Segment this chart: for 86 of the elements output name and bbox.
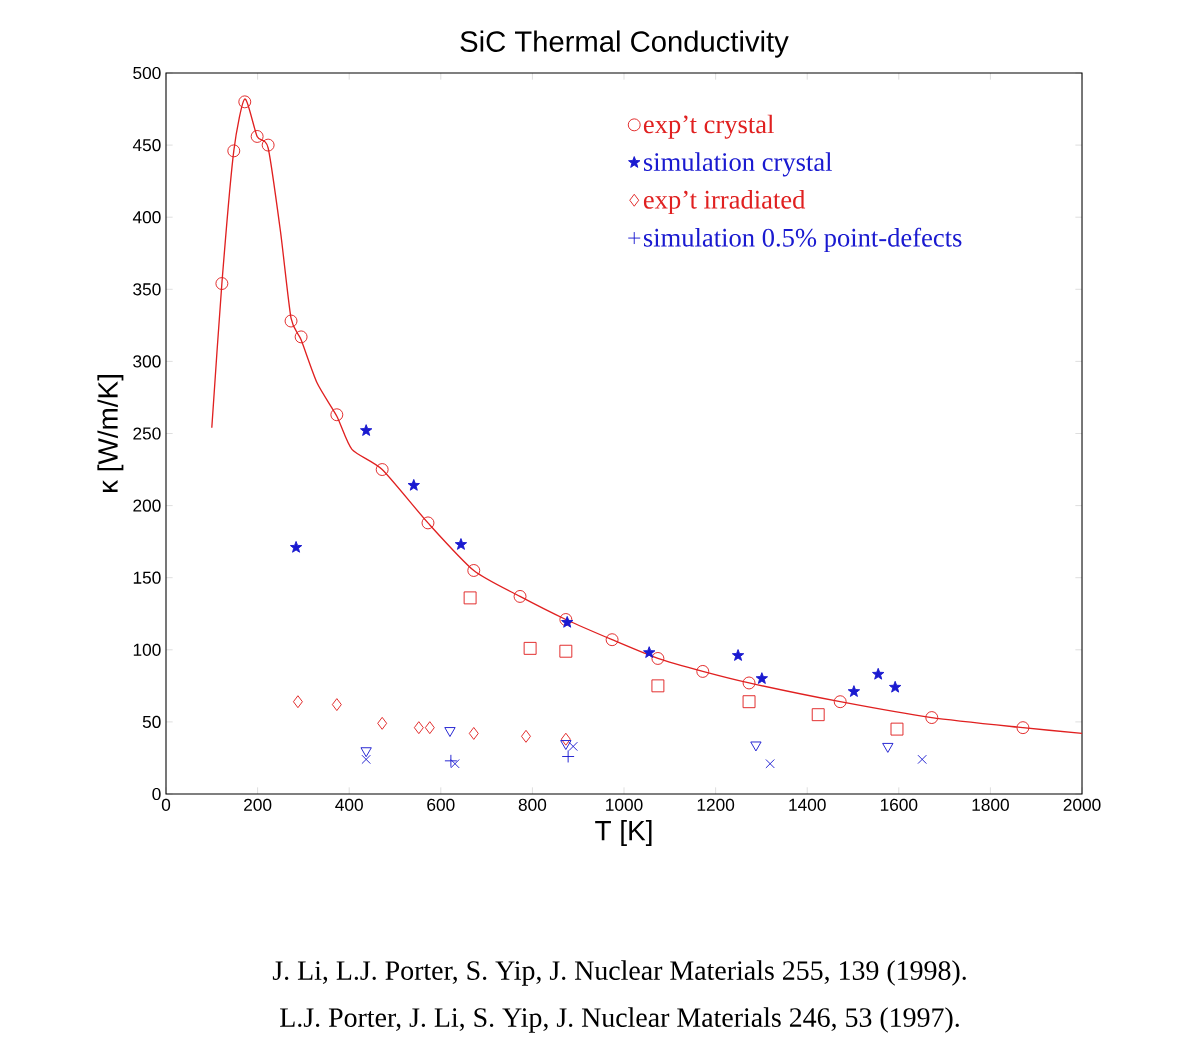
- point: [811, 708, 825, 722]
- point: [651, 679, 665, 693]
- point: [560, 732, 571, 746]
- point: [294, 330, 308, 344]
- x-tick-label: 1800: [972, 798, 1009, 811]
- y-tick-label: 50: [142, 715, 161, 729]
- point: [523, 641, 537, 655]
- x-tick-label: 1200: [697, 798, 735, 811]
- point: [359, 424, 373, 436]
- point: [833, 695, 847, 709]
- point: [521, 729, 531, 743]
- legend-label: simulation 0.5% point-defects: [643, 227, 962, 253]
- y-tick-label: 350: [133, 283, 161, 296]
- point: [643, 646, 656, 658]
- x-tick-label: 600: [427, 798, 455, 811]
- point: [696, 664, 710, 678]
- chart-title: SiC Thermal Conductivity: [460, 30, 789, 58]
- point: [568, 741, 578, 752]
- point: [375, 463, 389, 476]
- point: [284, 314, 298, 328]
- point: [742, 676, 756, 690]
- x-axis-title: T [K]: [595, 820, 652, 847]
- point: [463, 591, 477, 605]
- y-tick-label: 400: [132, 211, 161, 224]
- point: [238, 95, 252, 109]
- y-tick-label: 250: [133, 427, 161, 440]
- x-tick-label: 1400: [789, 798, 826, 811]
- y-tick-label: 150: [133, 571, 161, 584]
- point: [361, 754, 371, 765]
- y-tick-label: 100: [133, 643, 161, 656]
- point: [444, 754, 458, 768]
- point: [444, 727, 456, 737]
- y-tick-label: 450: [132, 138, 161, 152]
- point: [467, 564, 481, 577]
- point: [468, 726, 479, 740]
- point: [890, 722, 904, 736]
- point: [360, 747, 372, 758]
- point: [261, 138, 275, 152]
- y-axis-title: κ [W/m/K]: [97, 375, 124, 493]
- legend-label: simulation crystal: [643, 152, 832, 177]
- point: [755, 672, 769, 684]
- x-tick-label: 1000: [606, 798, 643, 811]
- point: [917, 754, 927, 765]
- x-tick-label: 1600: [880, 798, 918, 811]
- point: [882, 742, 894, 753]
- point: [888, 680, 902, 693]
- y-tick-label: 500: [133, 66, 161, 80]
- point: [750, 741, 762, 752]
- point: [215, 277, 229, 290]
- y-tick-label: 0: [152, 787, 161, 801]
- x-tick-label: 400: [335, 798, 363, 811]
- point: [330, 408, 344, 422]
- point: [250, 130, 264, 143]
- point: [560, 740, 572, 750]
- point: [413, 721, 424, 735]
- y-tick-label: 200: [133, 499, 161, 512]
- point: [651, 652, 665, 665]
- point: [742, 695, 756, 709]
- point: [292, 695, 303, 709]
- point: [227, 144, 241, 158]
- point: [561, 750, 575, 763]
- point: [1016, 721, 1030, 735]
- point: [424, 721, 435, 735]
- point: [377, 716, 388, 730]
- point: [289, 540, 303, 553]
- text: L.J. Porter, J. Li, S. Yip, J. Nuclear Materials 246, 53 (1997).: [280, 1007, 959, 1033]
- point: [513, 589, 527, 603]
- point: [605, 633, 619, 647]
- point: [872, 667, 885, 680]
- x-tick-label: 200: [244, 798, 272, 811]
- point: [421, 516, 435, 530]
- x-tick-label: 2000: [1063, 798, 1101, 811]
- point: [731, 649, 745, 661]
- x-tick-label: 800: [518, 798, 547, 811]
- legend-label: exp’t crystal: [643, 114, 774, 139]
- text: J. Li, L.J. Porter, S. Yip, J. Nuclear Materials 255, 139 (1998).: [272, 960, 966, 986]
- point: [559, 644, 573, 658]
- point: [925, 711, 939, 725]
- point: [407, 478, 420, 491]
- point: [847, 685, 861, 697]
- legend-label: exp’t irradiated: [643, 190, 806, 215]
- y-tick-label: 300: [133, 355, 161, 368]
- point: [331, 698, 342, 712]
- point: [454, 538, 468, 550]
- x-tick-label: 0: [161, 798, 171, 811]
- point: [765, 759, 775, 769]
